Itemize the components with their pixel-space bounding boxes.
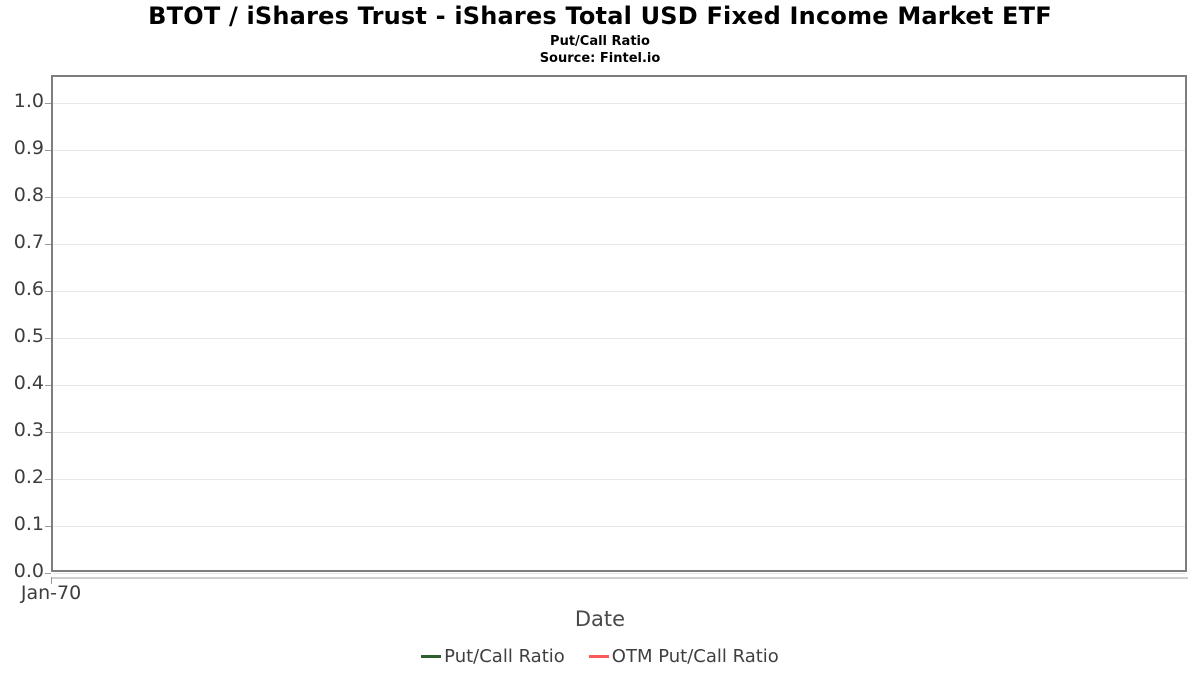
y-axis-tick-label: 1.0 [13,90,44,112]
y-axis-tick-mark [45,385,51,386]
y-gridline [53,150,1185,151]
legend-swatch-icon [421,655,442,658]
y-axis-tick-label: 0.4 [13,372,44,394]
chart-source-label: Source: Fintel.io [539,51,661,66]
y-gridline [53,244,1185,245]
y-axis-tick-label: 0.3 [13,419,44,441]
y-axis-tick-mark [45,479,51,480]
legend-label: OTM Put/Call Ratio [611,646,779,667]
y-gridline [53,291,1185,292]
legend-label: Put/Call Ratio [444,646,565,667]
legend-item[interactable]: Put/Call Ratio [421,646,565,667]
y-axis-tick-mark [45,291,51,292]
y-gridline [53,432,1185,433]
y-axis-tick-label: 0.9 [13,137,44,159]
y-gridline [53,197,1185,198]
legend-item[interactable]: OTM Put/Call Ratio [588,646,779,667]
y-axis-tick-mark [45,338,51,339]
y-axis-tick-label: 0.6 [13,278,44,300]
y-axis-tick-label: 0.5 [13,325,44,347]
y-axis-tick-label: 0.7 [13,231,44,253]
x-axis-tick-mark [51,577,52,584]
y-axis-tick-label: 0.0 [13,560,44,582]
chart-title: BTOT / iShares Trust - iShares Total USD… [148,2,1052,30]
y-gridline [53,573,1185,574]
y-axis-tick-label: 0.8 [13,184,44,206]
y-axis-tick-mark [45,573,51,574]
y-axis-tick-mark [45,526,51,527]
y-gridline [53,385,1185,386]
y-axis-tick-label: 0.2 [13,466,44,488]
legend-swatch-icon [588,655,609,658]
y-gridline [53,479,1185,480]
x-axis-tick-label: Jan-70 [20,582,82,604]
y-gridline [53,526,1185,527]
y-gridline [53,338,1185,339]
x-axis-title: Date [574,607,626,631]
plot-area [45,75,1187,574]
y-axis-tick-mark [45,197,51,198]
chart-legend: Put/Call Ratio OTM Put/Call Ratio [0,646,1200,667]
y-axis-tick-mark [45,103,51,104]
y-gridline [53,103,1185,104]
x-axis-line [51,577,1188,579]
y-axis-tick-mark [45,432,51,433]
chart-subtitle: Put/Call Ratio [550,34,650,49]
y-axis-tick-mark [45,244,51,245]
y-axis-tick-mark [45,150,51,151]
y-axis-tick-label: 0.1 [13,513,44,535]
